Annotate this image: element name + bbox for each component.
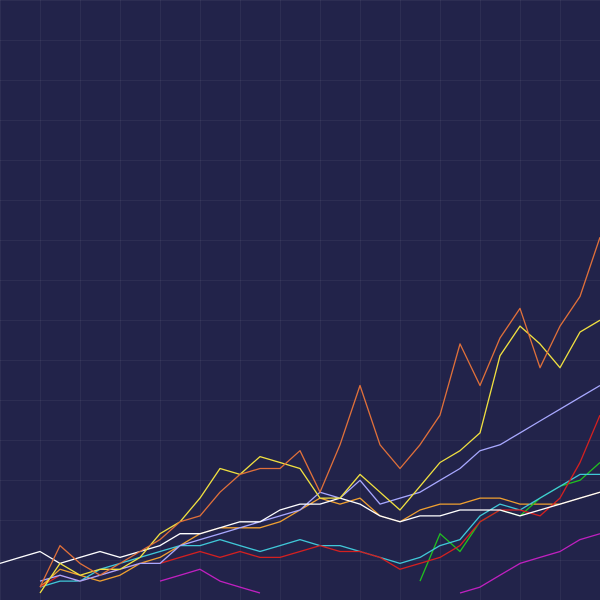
series-line	[39, 319, 600, 594]
series-line	[39, 384, 600, 582]
series-line	[39, 491, 600, 588]
series-line	[39, 236, 600, 588]
series-line	[159, 533, 600, 594]
series-line	[419, 462, 600, 582]
series-line	[0, 491, 600, 565]
